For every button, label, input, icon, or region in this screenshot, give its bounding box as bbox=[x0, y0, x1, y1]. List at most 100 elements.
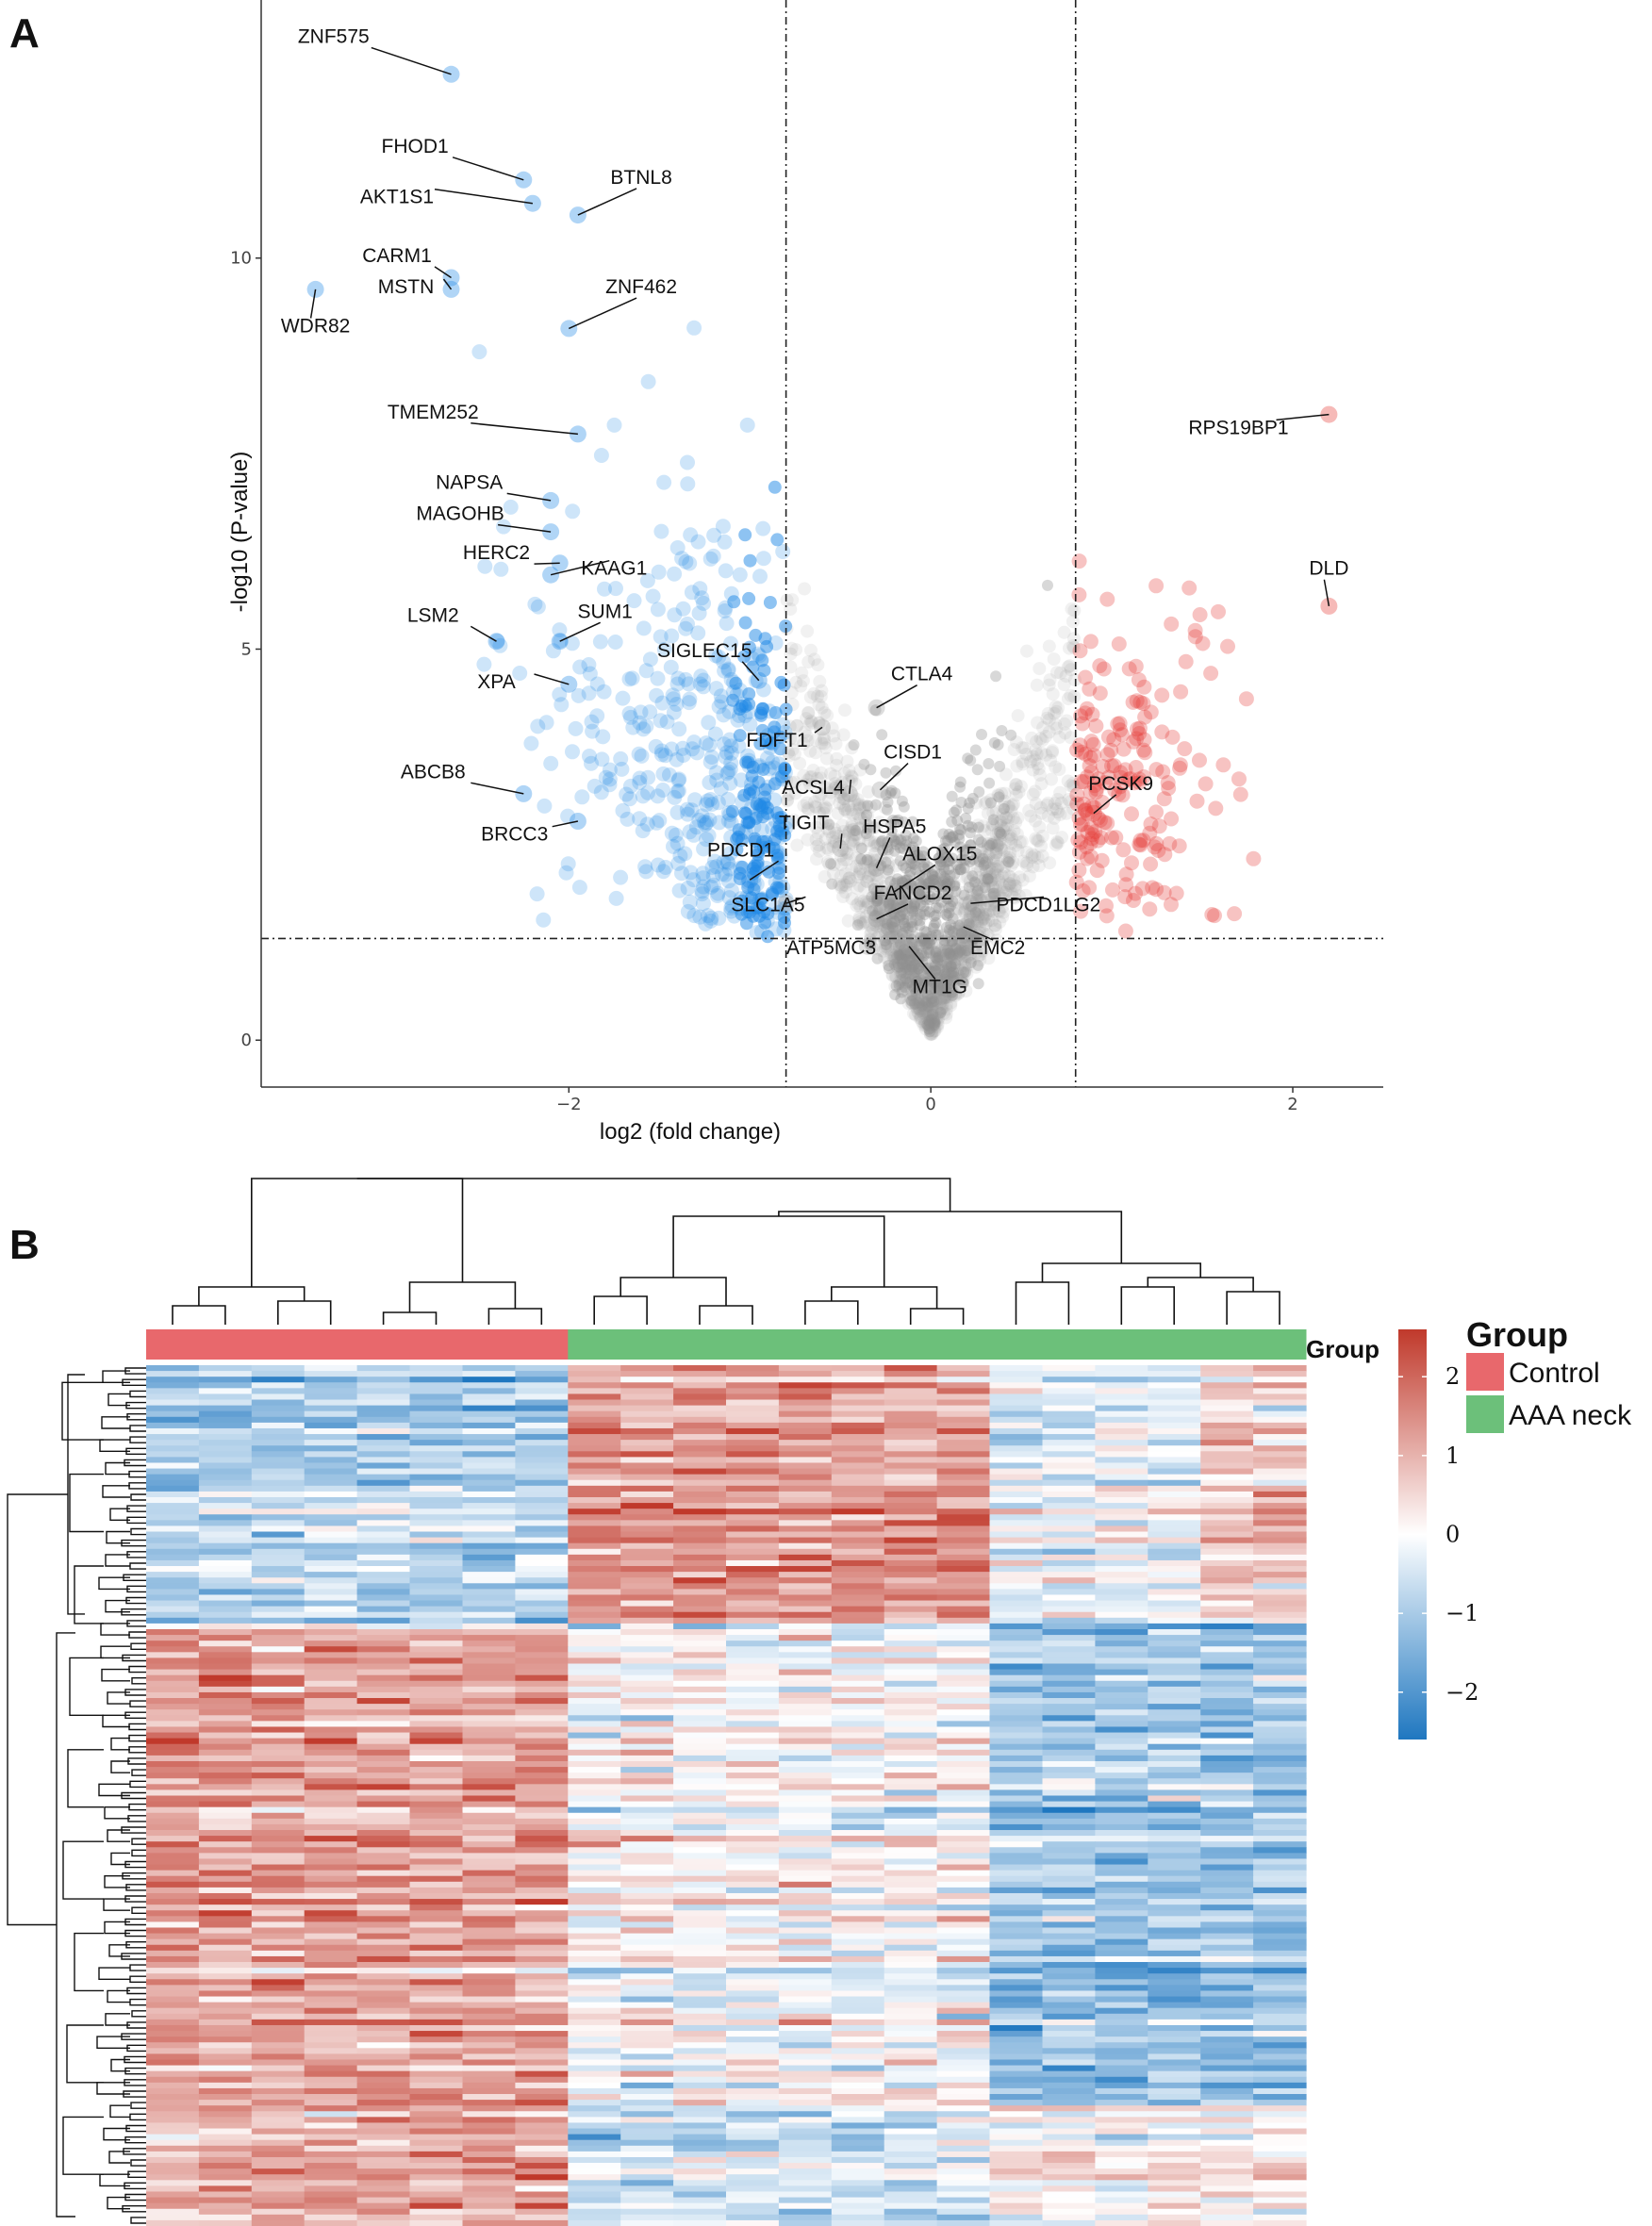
ns-point bbox=[871, 891, 885, 905]
heatmap-cell bbox=[515, 1617, 569, 1624]
ns-point bbox=[993, 915, 1007, 929]
heatmap-cell bbox=[778, 1405, 833, 1412]
heatmap-cell bbox=[198, 1440, 253, 1446]
dendrogram-branch bbox=[7, 1493, 68, 1926]
ns-point bbox=[931, 1020, 945, 1034]
gene-label: KAAG1 bbox=[581, 558, 647, 580]
ns-point bbox=[893, 940, 907, 954]
heatmap-cell bbox=[831, 1365, 885, 1372]
heatmap-cell bbox=[462, 1485, 516, 1492]
dendrogram-branch bbox=[107, 1691, 130, 1705]
ns-point bbox=[903, 964, 917, 978]
ns-point bbox=[852, 879, 867, 893]
heatmap-cell bbox=[146, 1559, 200, 1567]
ns-point bbox=[863, 855, 877, 869]
dendrogram-branch bbox=[1041, 1262, 1201, 1282]
heatmap-cell bbox=[1095, 1462, 1148, 1470]
heatmap-cell bbox=[568, 1652, 621, 1659]
ns-point bbox=[809, 746, 822, 760]
heatmap-cell bbox=[884, 1789, 938, 1797]
ns-point bbox=[966, 915, 980, 930]
heatmap-cell bbox=[146, 1721, 200, 1728]
ns-point bbox=[844, 769, 858, 783]
heatmap-cell bbox=[409, 1468, 463, 1476]
heatmap-cell bbox=[673, 1778, 727, 1785]
ns-point bbox=[1032, 662, 1047, 676]
group-annotation-cell bbox=[673, 1329, 727, 1360]
heatmap-cell bbox=[884, 1773, 938, 1779]
heatmap-cell bbox=[251, 1405, 306, 1412]
ns-point bbox=[902, 951, 917, 965]
heatmap-cell bbox=[726, 1559, 780, 1567]
up-point bbox=[1106, 732, 1122, 748]
heatmap-cell bbox=[673, 1496, 727, 1504]
ns-point bbox=[1049, 760, 1063, 774]
heatmap-cell bbox=[251, 1554, 306, 1561]
dendrogram-branch bbox=[130, 1527, 146, 1536]
up-point bbox=[1220, 638, 1235, 654]
heatmap-cell bbox=[1148, 1365, 1201, 1372]
ns-point bbox=[825, 721, 839, 735]
heatmap-cell bbox=[831, 1892, 885, 1900]
heatmap-cell bbox=[356, 1698, 411, 1705]
heatmap-cell bbox=[568, 1509, 621, 1515]
heatmap-cell bbox=[409, 1680, 463, 1688]
down-point bbox=[682, 894, 698, 910]
ns-point bbox=[878, 800, 892, 815]
heatmap-cell bbox=[515, 1479, 569, 1487]
ns-point bbox=[810, 852, 823, 866]
heatmap-cell bbox=[936, 1514, 991, 1521]
heatmap-cell bbox=[146, 1572, 200, 1578]
up-point bbox=[1227, 906, 1243, 922]
heatmap-cell bbox=[409, 1858, 463, 1866]
heatmap-cell bbox=[778, 1427, 833, 1435]
down-point bbox=[639, 816, 655, 833]
ns-point bbox=[900, 839, 912, 851]
ns-point bbox=[990, 863, 1004, 877]
ns-point bbox=[983, 866, 997, 881]
up-point bbox=[1150, 843, 1166, 858]
heatmap-cell bbox=[1148, 1572, 1201, 1578]
ns-point bbox=[809, 833, 823, 847]
ns-point bbox=[888, 934, 902, 948]
ns-point bbox=[896, 979, 910, 993]
heatmap-cell bbox=[989, 1830, 1043, 1837]
up-point bbox=[1204, 907, 1220, 922]
heatmap-cell bbox=[1042, 1669, 1096, 1676]
heatmap-cell bbox=[462, 1887, 516, 1894]
down-point bbox=[653, 523, 669, 539]
ns-point bbox=[863, 864, 877, 878]
heatmap-cell bbox=[620, 1525, 674, 1533]
ns-point bbox=[877, 922, 891, 936]
heatmap-cell bbox=[1253, 1732, 1307, 1740]
down-point bbox=[602, 771, 618, 787]
heatmap-cell bbox=[1200, 1457, 1254, 1464]
heatmap-cell bbox=[1095, 1371, 1148, 1377]
heatmap-cell bbox=[1042, 1377, 1096, 1383]
ns-points-group bbox=[780, 579, 1082, 1042]
ns-point bbox=[920, 999, 933, 1014]
heatmap-cell bbox=[1042, 1738, 1096, 1745]
ns-point bbox=[890, 980, 902, 992]
ns-point bbox=[801, 801, 815, 816]
heatmap-cell bbox=[304, 1537, 358, 1544]
heatmap-cell bbox=[936, 1847, 991, 1854]
ns-point bbox=[925, 1014, 939, 1029]
heatmap-cell bbox=[304, 1686, 358, 1693]
heatmap-cell bbox=[1148, 1853, 1201, 1860]
heatmap-cell bbox=[462, 1410, 516, 1418]
dendrogram-branch bbox=[128, 1482, 146, 1490]
heatmap-cell bbox=[409, 1393, 463, 1401]
heatmap-cell bbox=[1253, 1485, 1307, 1492]
ns-point bbox=[926, 995, 940, 1009]
ns-point bbox=[846, 807, 860, 821]
ns-point bbox=[1035, 829, 1049, 843]
ns-point bbox=[887, 883, 900, 898]
group-annotation-cell bbox=[726, 1329, 780, 1360]
down-point bbox=[732, 683, 748, 698]
ns-point bbox=[1028, 753, 1042, 767]
heatmap-cell bbox=[356, 1887, 411, 1894]
ns-point bbox=[950, 963, 965, 977]
heatmap-cell bbox=[673, 1451, 727, 1458]
heatmap-cell bbox=[726, 1916, 780, 1923]
